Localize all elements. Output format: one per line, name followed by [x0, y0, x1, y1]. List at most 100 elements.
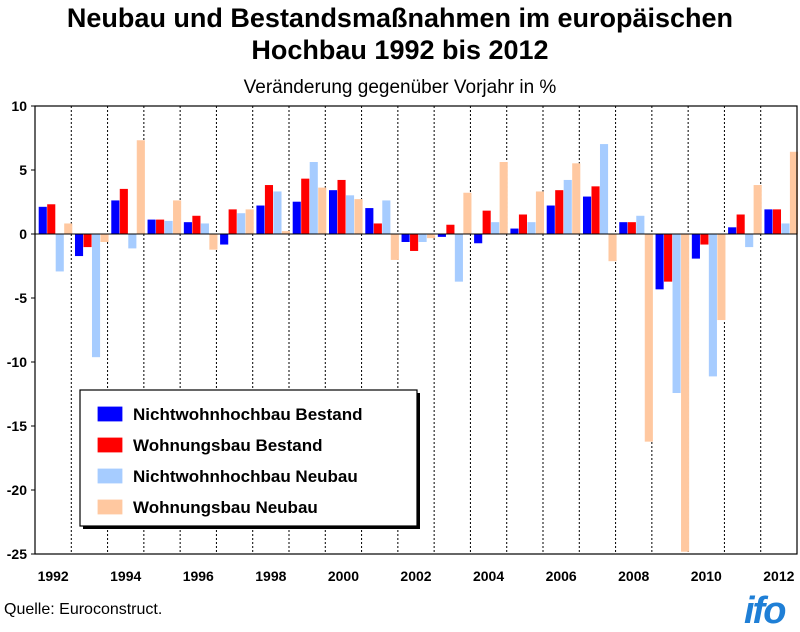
bar-2000-s3	[345, 195, 355, 235]
y-tick-labels: 10 5 0 -5 -10 -15 -20 -25	[7, 98, 27, 562]
legend-swatch	[97, 499, 123, 515]
bar-2009-s2	[664, 233, 673, 282]
legend-swatch	[97, 437, 123, 453]
bar-2005-s1	[510, 228, 519, 235]
bar-2012-s2	[772, 209, 782, 235]
bar-1997-s3	[237, 213, 246, 235]
legend-swatch	[97, 406, 123, 422]
x-tick-label: 2012	[763, 568, 794, 584]
y-tick-label: 5	[19, 162, 27, 178]
bar-2005-s3	[527, 222, 536, 235]
x-tick-label: 2010	[691, 568, 722, 584]
y-tick-label: -10	[7, 354, 27, 370]
y-tick-label: 0	[19, 226, 27, 242]
bar-2000-s4	[354, 199, 363, 235]
bar-2002-s1	[401, 233, 410, 242]
bar-2002-s3	[418, 233, 427, 242]
bar-2002-s2	[410, 233, 419, 251]
bar-2003-s2	[446, 224, 455, 235]
bar-1998-s2	[264, 185, 274, 235]
bar-2004-s3	[491, 222, 500, 235]
bar-1999-s3	[309, 162, 318, 235]
legend-label: Wohnungsbau Neubau	[133, 498, 318, 517]
bar-1995-s1	[147, 219, 156, 235]
x-tick-label: 1992	[38, 568, 69, 584]
bar-2001-s4	[390, 233, 399, 260]
y-tick-label: 10	[11, 98, 27, 114]
axes	[31, 105, 798, 555]
bar-1999-s1	[292, 201, 301, 235]
bar-1994-s4	[136, 140, 145, 235]
bar-2006-s1	[546, 205, 555, 235]
bar-2000-s2	[337, 179, 346, 235]
bar-marks	[38, 140, 799, 552]
bar-1994-s1	[111, 200, 120, 235]
bar-2012-s3	[781, 223, 790, 235]
legend: Nichtwohnhochbau Bestand Wohnungsbau Best…	[79, 389, 420, 529]
bar-2008-s2	[627, 222, 636, 235]
bar-1993-s1	[74, 233, 84, 257]
bar-2006-s3	[563, 179, 572, 235]
bar-2008-s4	[644, 233, 653, 442]
x-tick-label: 2000	[328, 568, 359, 584]
bar-1999-s2	[301, 178, 310, 235]
bar-2008-s1	[619, 222, 628, 235]
bar-2001-s3	[382, 200, 391, 235]
bar-2004-s4	[499, 162, 508, 235]
bar-2012-s1	[764, 209, 773, 235]
x-tick-label: 2002	[400, 568, 431, 584]
bar-1996-s1	[183, 222, 192, 235]
bar-2011-s4	[753, 185, 762, 235]
y-tick-label: -20	[7, 482, 27, 498]
y-tick-label: -5	[15, 290, 28, 306]
legend-label: Wohnungsbau Bestand	[133, 436, 323, 455]
bar-2004-s2	[482, 210, 491, 235]
bar-2009-s3	[672, 233, 681, 394]
bar-1999-s4	[318, 187, 327, 235]
bar-2005-s4	[535, 191, 545, 235]
y-tick-label: -15	[7, 418, 27, 434]
bar-1992-s4	[64, 223, 73, 235]
bar-1996-s4	[209, 233, 218, 250]
bar-2010-s2	[700, 233, 709, 245]
bar-2003-s4	[463, 192, 472, 235]
bar-1993-s2	[83, 233, 92, 248]
legend-swatch	[97, 468, 123, 484]
bar-1993-s4	[100, 233, 109, 242]
bar-2000-s1	[328, 190, 338, 235]
legend-box	[79, 389, 418, 527]
chart-title-line2: Hochbau 1992 bis 2012	[251, 35, 549, 65]
chart-title-line1: Neubau und Bestandsmaßnahmen im europäis…	[66, 3, 734, 33]
bar-2010-s1	[691, 233, 700, 259]
bar-2007-s2	[591, 186, 600, 235]
bar-1994-s2	[119, 188, 128, 235]
x-tick-label: 2006	[546, 568, 577, 584]
bar-2006-s2	[555, 190, 564, 235]
y-tick-label: -25	[7, 546, 27, 562]
bar-1995-s2	[156, 219, 165, 235]
bar-2010-s4	[717, 233, 726, 321]
bar-1997-s2	[228, 209, 237, 235]
bar-2007-s3	[599, 144, 609, 235]
bar-1997-s1	[220, 233, 229, 245]
bar-2004-s1	[474, 233, 483, 244]
bar-1995-s3	[164, 220, 173, 235]
bar-1992-s1	[38, 206, 47, 235]
x-tick-label: 1998	[255, 568, 286, 584]
bar-1997-s4	[245, 209, 254, 235]
bar-2007-s1	[582, 196, 592, 235]
bar-2002-s4	[427, 233, 436, 239]
bar-2011-s2	[736, 214, 745, 235]
bar-2009-s4	[681, 233, 690, 552]
x-tick-labels: 1992 1994 1996 1998 2000 2002 2004 2006 2008 2010…	[38, 568, 795, 584]
bar-2007-s4	[608, 233, 617, 262]
legend-label: Nichtwohnhochbau Neubau	[133, 467, 358, 486]
chart-subtitle: Veränderung gegenüber Vorjahr in %	[243, 77, 557, 98]
x-tick-label: 1994	[110, 568, 141, 584]
bar-1996-s2	[192, 215, 201, 235]
legend-label: Nichtwohnhochbau Bestand	[133, 405, 363, 424]
bar-1992-s3	[55, 233, 64, 272]
bar-2008-s3	[636, 215, 645, 235]
bar-1998-s1	[256, 205, 265, 235]
